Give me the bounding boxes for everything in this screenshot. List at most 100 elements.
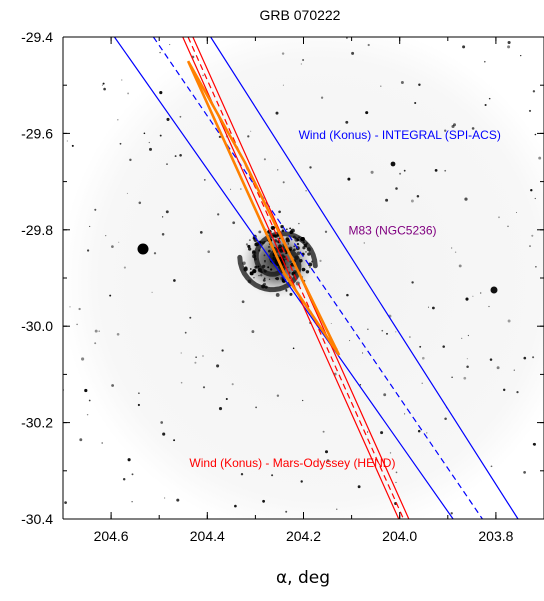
star	[480, 292, 482, 294]
star	[173, 279, 176, 282]
annotation-1: M83 (NGC5236)	[348, 224, 436, 238]
star	[169, 44, 171, 46]
star	[278, 210, 281, 214]
star	[300, 480, 303, 483]
star	[202, 355, 204, 357]
star	[78, 307, 81, 311]
star	[534, 197, 536, 200]
galaxy-knot	[270, 268, 273, 271]
galaxy-knot	[247, 244, 251, 249]
star	[322, 430, 325, 433]
galaxy-knot	[267, 245, 271, 248]
star	[79, 438, 83, 442]
galaxy-knot	[253, 257, 257, 261]
star	[94, 342, 97, 345]
star	[138, 201, 142, 205]
star	[367, 431, 369, 433]
star	[359, 384, 362, 386]
star	[345, 120, 349, 124]
star	[119, 142, 122, 145]
star	[434, 169, 438, 172]
star	[247, 135, 250, 138]
galaxy-knot	[242, 261, 246, 265]
star	[365, 111, 369, 115]
star	[490, 465, 493, 468]
galaxy-knot	[274, 246, 276, 249]
star	[153, 252, 157, 255]
star	[538, 156, 542, 160]
x-tick-label-4: 203.8	[478, 528, 513, 544]
star	[466, 358, 468, 360]
star	[496, 366, 500, 370]
star	[363, 242, 366, 244]
star	[282, 84, 284, 86]
galaxy-knot	[248, 239, 251, 242]
star	[380, 431, 384, 435]
star	[427, 306, 430, 308]
star	[102, 82, 105, 85]
star	[126, 192, 128, 194]
star	[251, 330, 255, 334]
star	[202, 74, 204, 77]
star	[421, 382, 423, 384]
star	[516, 390, 519, 394]
star	[409, 336, 411, 338]
galaxy-knot	[305, 270, 310, 274]
star	[422, 356, 425, 360]
galaxy-knot	[257, 265, 260, 268]
galaxy-arm	[237, 246, 302, 293]
galaxy-knot	[285, 237, 290, 241]
star	[507, 45, 511, 49]
star	[225, 397, 228, 401]
star	[302, 58, 305, 62]
star	[230, 188, 232, 190]
star	[162, 432, 166, 436]
star	[516, 212, 517, 213]
star	[395, 481, 397, 483]
star	[116, 332, 120, 336]
galaxy-knot	[258, 249, 261, 252]
star	[528, 109, 532, 112]
galaxy-knot	[311, 260, 314, 263]
star	[88, 399, 91, 402]
star	[385, 198, 389, 202]
star	[454, 251, 457, 253]
star	[532, 356, 535, 359]
annotation-0: Wind (Konus) - INTEGRAL (SPI-ACS)	[299, 128, 501, 142]
galaxy-knot	[293, 270, 297, 274]
galaxy-knot	[260, 273, 263, 277]
star	[463, 376, 467, 380]
star	[101, 442, 104, 444]
star	[302, 399, 304, 402]
star	[399, 172, 402, 175]
star	[403, 169, 406, 172]
galaxy-knot	[258, 274, 260, 277]
star	[513, 369, 515, 371]
galaxy-knot	[294, 237, 299, 242]
star	[444, 417, 447, 421]
star	[349, 340, 351, 342]
star	[444, 129, 447, 132]
star	[275, 111, 279, 115]
galaxy-knot	[247, 279, 252, 284]
star	[489, 358, 493, 361]
star	[111, 384, 114, 387]
star	[239, 188, 242, 190]
star	[357, 485, 361, 489]
galaxy-knot	[253, 277, 255, 279]
star	[86, 249, 90, 252]
galaxy-knot	[252, 254, 257, 259]
galaxy-knot	[296, 242, 300, 246]
star	[203, 179, 206, 181]
galaxy-knot	[264, 259, 266, 262]
star	[276, 394, 280, 397]
ticks: 204.6 204.4 204.2 204.0 203.8 -29.4 -29.6 -29.8…	[21, 29, 544, 544]
m83-galaxy-image	[237, 223, 318, 300]
star	[383, 393, 387, 397]
galaxy-knot	[275, 277, 280, 281]
galaxy-knot	[267, 266, 270, 269]
x-tick-label-1: 204.4	[190, 528, 225, 544]
star	[129, 158, 132, 162]
star	[98, 330, 101, 333]
galaxy-knot	[289, 230, 294, 235]
